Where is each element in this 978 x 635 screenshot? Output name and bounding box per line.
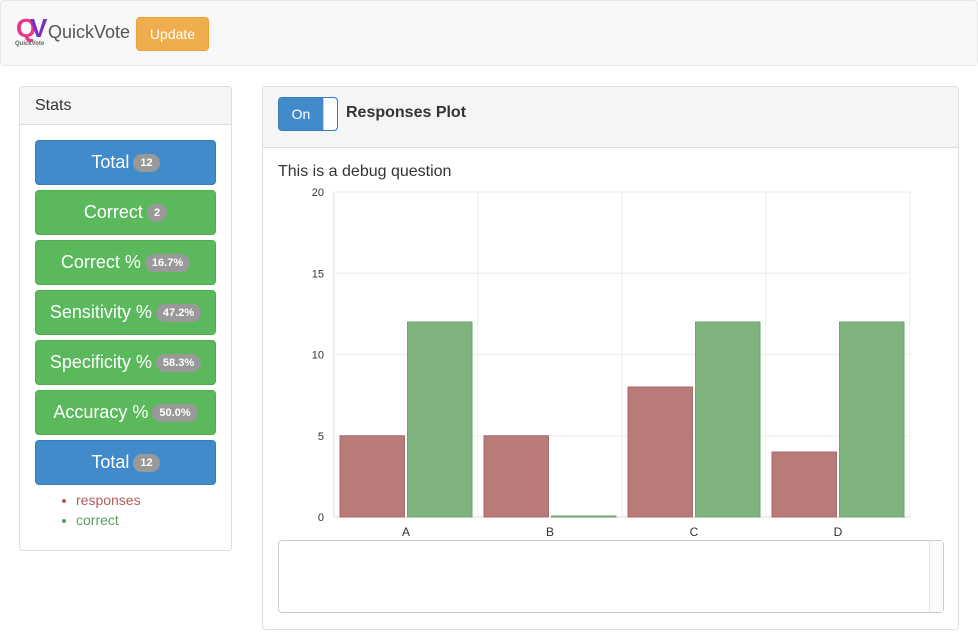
stat-button-sensitivity[interactable]: Sensitivity % 47.2% [35,290,216,335]
stat-badge: 16.7% [144,254,191,272]
bar-responses-C [627,386,693,518]
stat-button-accuracy[interactable]: Accuracy % 50.0% [35,390,216,435]
bar-correct-D [839,321,905,518]
stat-badge: 12 [133,454,160,472]
x-tick-label: C [690,525,699,537]
stat-button-correct[interactable]: Correct % 16.7% [35,240,216,285]
x-tick-label: A [402,525,410,537]
stat-badge: 50.0% [152,404,198,422]
stat-button-total-2[interactable]: Total 12 [35,440,216,485]
bar-responses-A [339,435,405,518]
plot-toggle-switch[interactable]: On [278,97,338,131]
textarea-scrollbar[interactable] [929,541,943,612]
legend-item-responses: responses [62,490,141,510]
stat-button-correct[interactable]: Correct 2 [35,190,216,235]
notes-textarea[interactable] [278,540,944,613]
logo-small-text: QuickVote [15,41,45,47]
y-tick-label: 5 [318,431,324,443]
stat-label: Sensitivity % [49,302,152,322]
responses-bar-chart: 0 5 10 15 20 A B C D [312,187,911,537]
stat-label: Accuracy % [53,402,149,422]
logo-v: V [30,13,48,43]
brand-name[interactable]: QuickVote [48,22,131,42]
plot-panel-header: On Responses Plot [263,87,958,148]
navbar: Q V QuickVote QuickVote Update [0,0,978,66]
chart-legend: responses correct [62,490,141,530]
quickvote-logo[interactable]: Q V QuickVote [15,13,49,51]
plot-panel: On Responses Plot This is a debug questi… [262,86,959,630]
update-button[interactable]: Update [136,17,209,51]
y-tick-label: 0 [318,512,324,524]
legend-dot [62,519,66,523]
bar-responses-B [483,435,549,518]
bar-responses-D [771,451,837,518]
y-tick-label: 20 [312,187,324,199]
question-text: This is a debug question [278,163,452,180]
stat-badge: 12 [133,154,160,172]
stats-panel: Stats Total 12 Correct 2 Correct % 16.7% Sensi… [19,86,232,551]
stat-label: Correct [83,202,143,222]
x-tick-label: B [546,525,554,537]
stat-badge: 58.3% [155,354,202,372]
bar-correct-C [695,321,761,518]
legend-label: correct [76,512,119,528]
legend-dot [62,499,66,503]
stat-badge: 47.2% [155,304,202,322]
stat-label: Total [91,152,130,172]
y-tick-label: 15 [312,268,324,280]
plot-title: Responses Plot [346,104,467,121]
legend-item-correct: correct [62,510,141,530]
bar-correct-B [551,515,617,518]
stats-panel-title: Stats [20,87,231,125]
toggle-knob[interactable] [323,98,337,130]
legend-label: responses [76,492,141,508]
logo-q: Q [16,13,36,43]
toggle-on-label: On [291,106,311,122]
x-tick-label: D [834,525,843,537]
bar-correct-A [407,321,473,518]
y-tick-label: 10 [312,350,324,362]
stat-label: Specificity % [49,352,152,372]
stat-label: Correct % [60,252,141,272]
stat-button-total[interactable]: Total 12 [35,140,216,185]
stat-label: Total [91,452,130,472]
stat-button-specificity[interactable]: Specificity % 58.3% [35,340,216,385]
stat-badge: 2 [146,204,168,222]
